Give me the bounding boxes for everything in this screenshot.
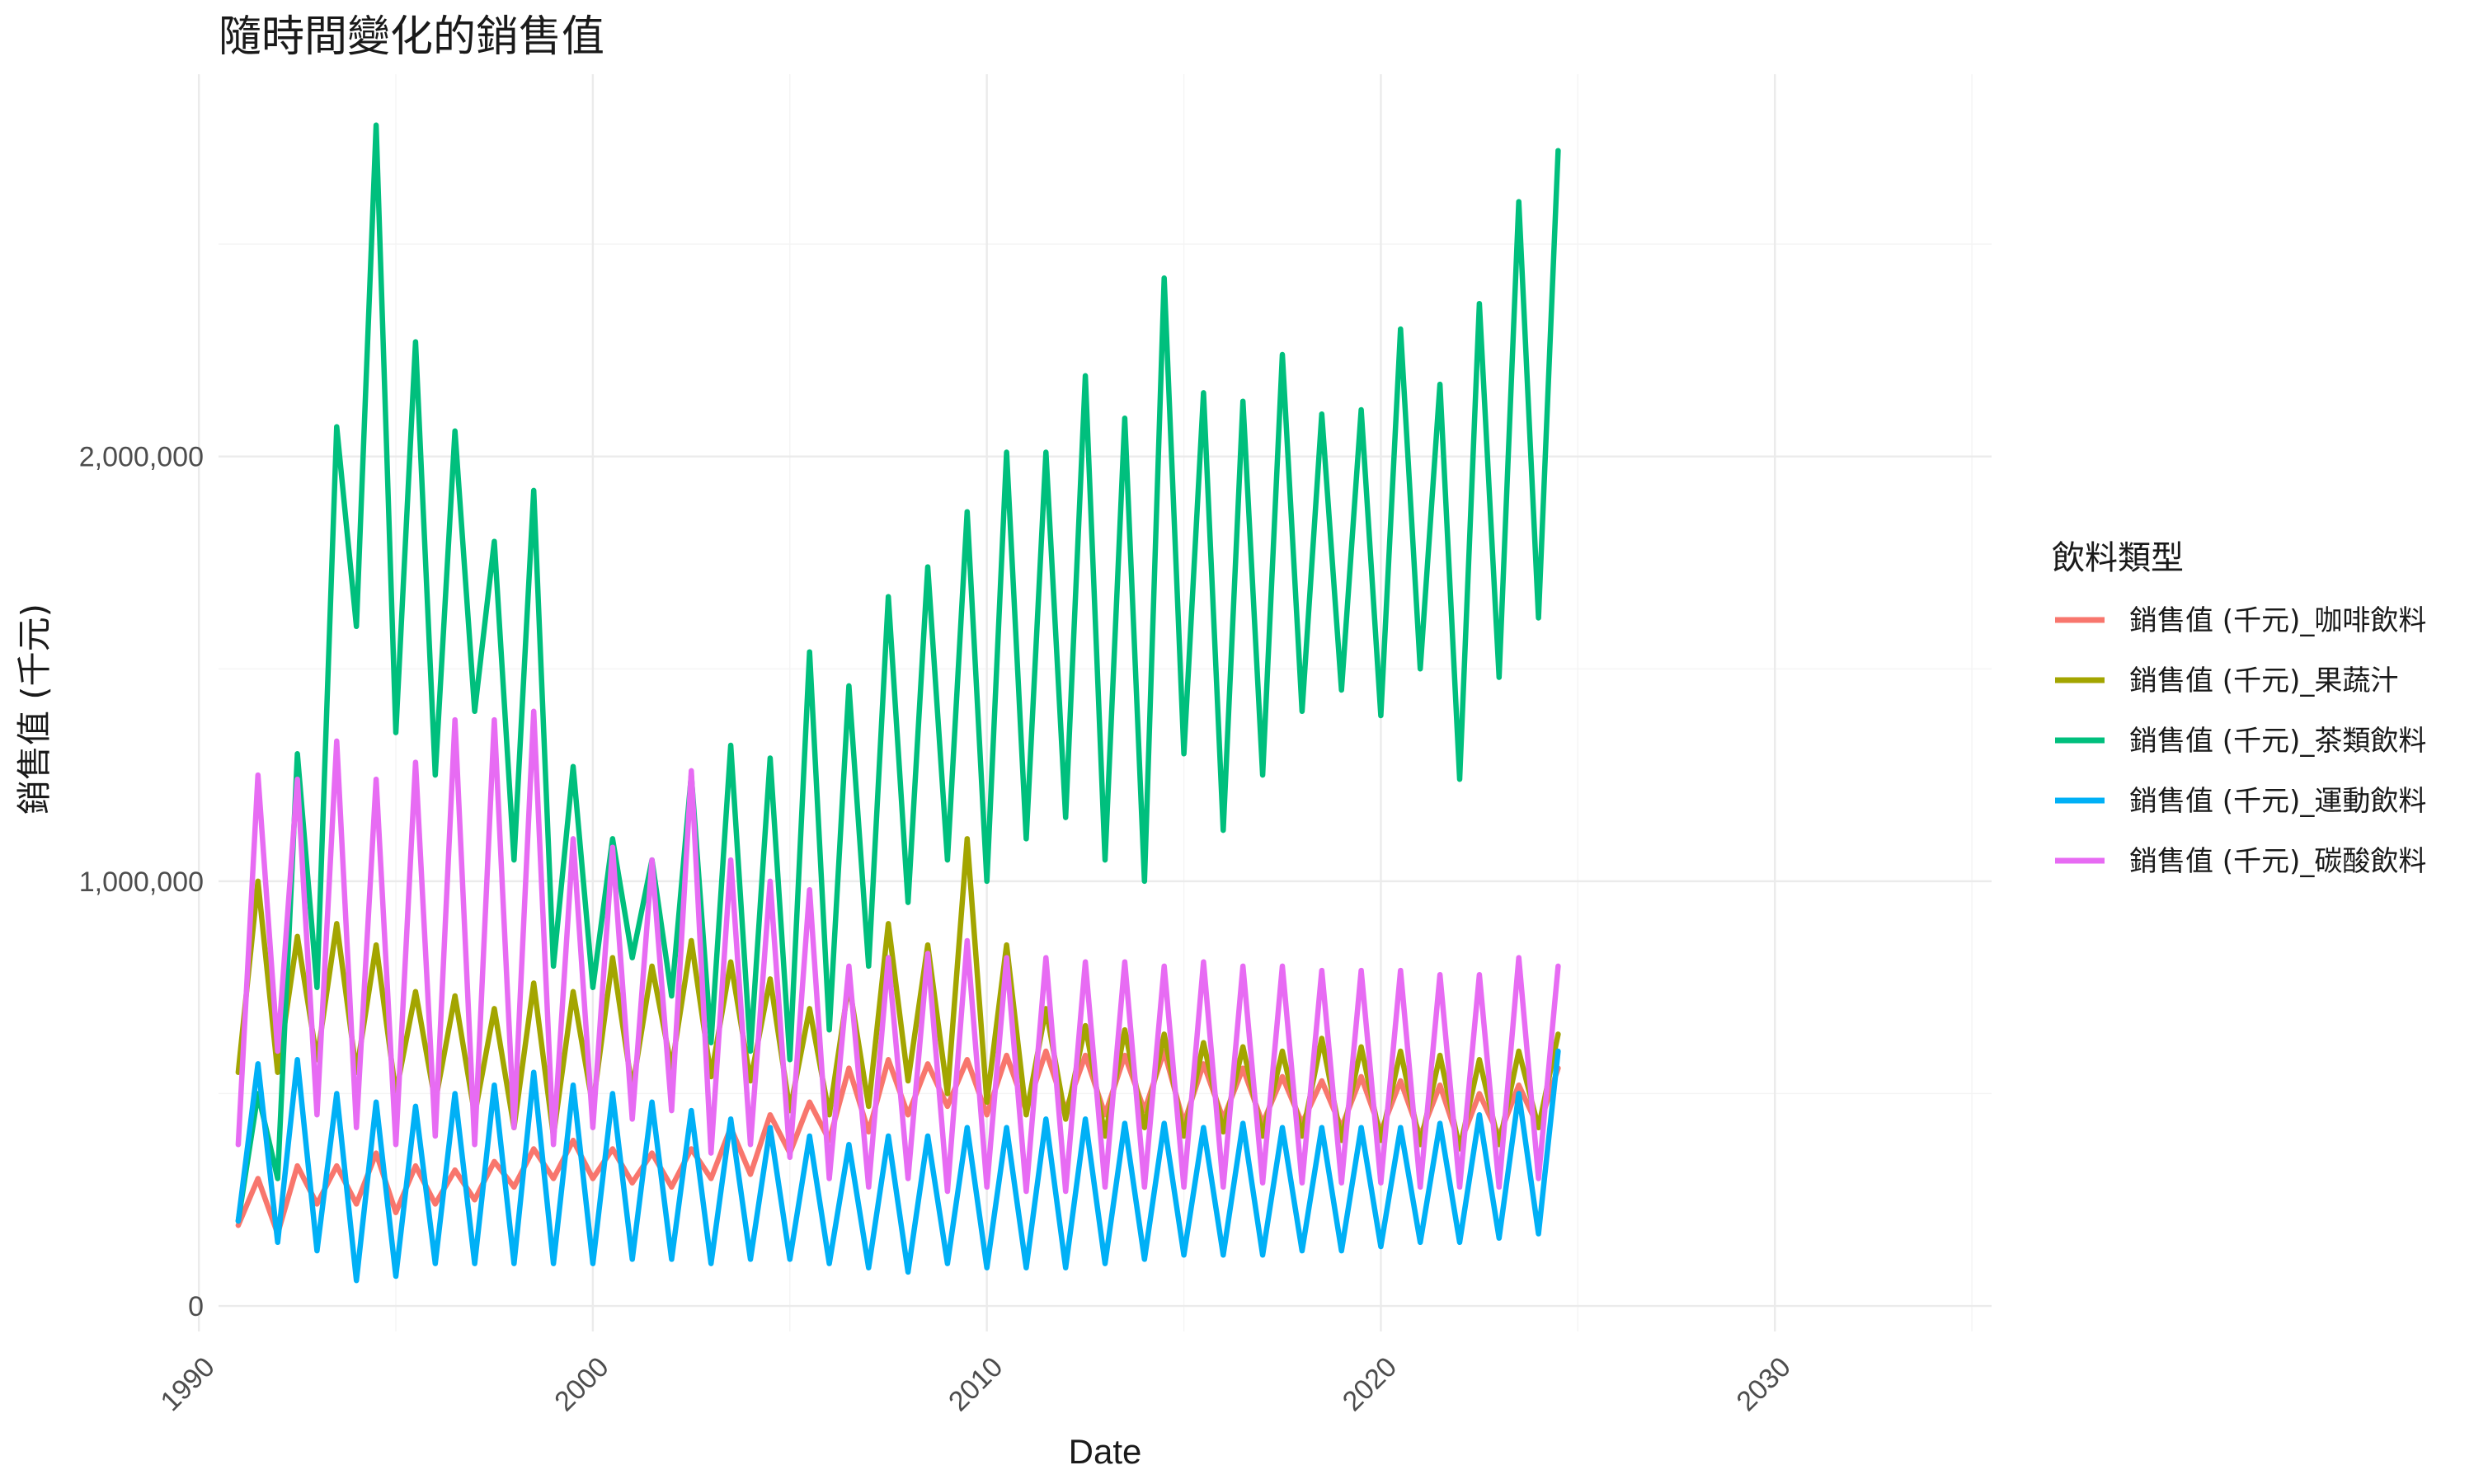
y-tick-label: 0 <box>188 1291 204 1322</box>
chart-title: 隨時間變化的銷售值 <box>219 12 604 62</box>
legend-title: 飲料類型 <box>2052 539 2184 577</box>
series-lines <box>235 122 1561 1284</box>
y-axis-title: 銷售值 (千元) <box>14 603 54 815</box>
legend-label-3: 銷售值 (千元)_茶類飲料 <box>2129 725 2426 758</box>
y-tick-label: 1,000,000 <box>79 866 204 898</box>
legend-label-4: 銷售值 (千元)_運動飲料 <box>2129 785 2426 818</box>
series-line-4 <box>235 1048 1561 1284</box>
series-line-3 <box>235 122 1561 1224</box>
legend-label-1: 銷售值 (千元)_咖啡飲料 <box>2129 604 2426 637</box>
x-tick-label: 2000 <box>548 1351 614 1417</box>
x-tick-label: 2030 <box>1731 1351 1797 1417</box>
x-tick-label: 1990 <box>154 1351 220 1417</box>
x-tick-label: 2020 <box>1337 1351 1403 1417</box>
series-line-5 <box>235 708 1561 1195</box>
grid <box>197 74 1992 1331</box>
x-axis-title: Date <box>1069 1432 1142 1471</box>
y-tick-label: 2,000,000 <box>79 442 204 473</box>
legend-label-5: 銷售值 (千元)_碳酸飲料 <box>2129 845 2426 878</box>
x-tick-label: 2010 <box>943 1351 1009 1417</box>
y-tick-labels: 0 1,000,000 2,000,000 <box>79 442 204 1322</box>
legend-label-2: 銷售值 (千元)_果蔬汁 <box>2129 665 2398 697</box>
x-tick-labels: 1990 2000 2010 2020 2030 <box>154 1351 1796 1417</box>
